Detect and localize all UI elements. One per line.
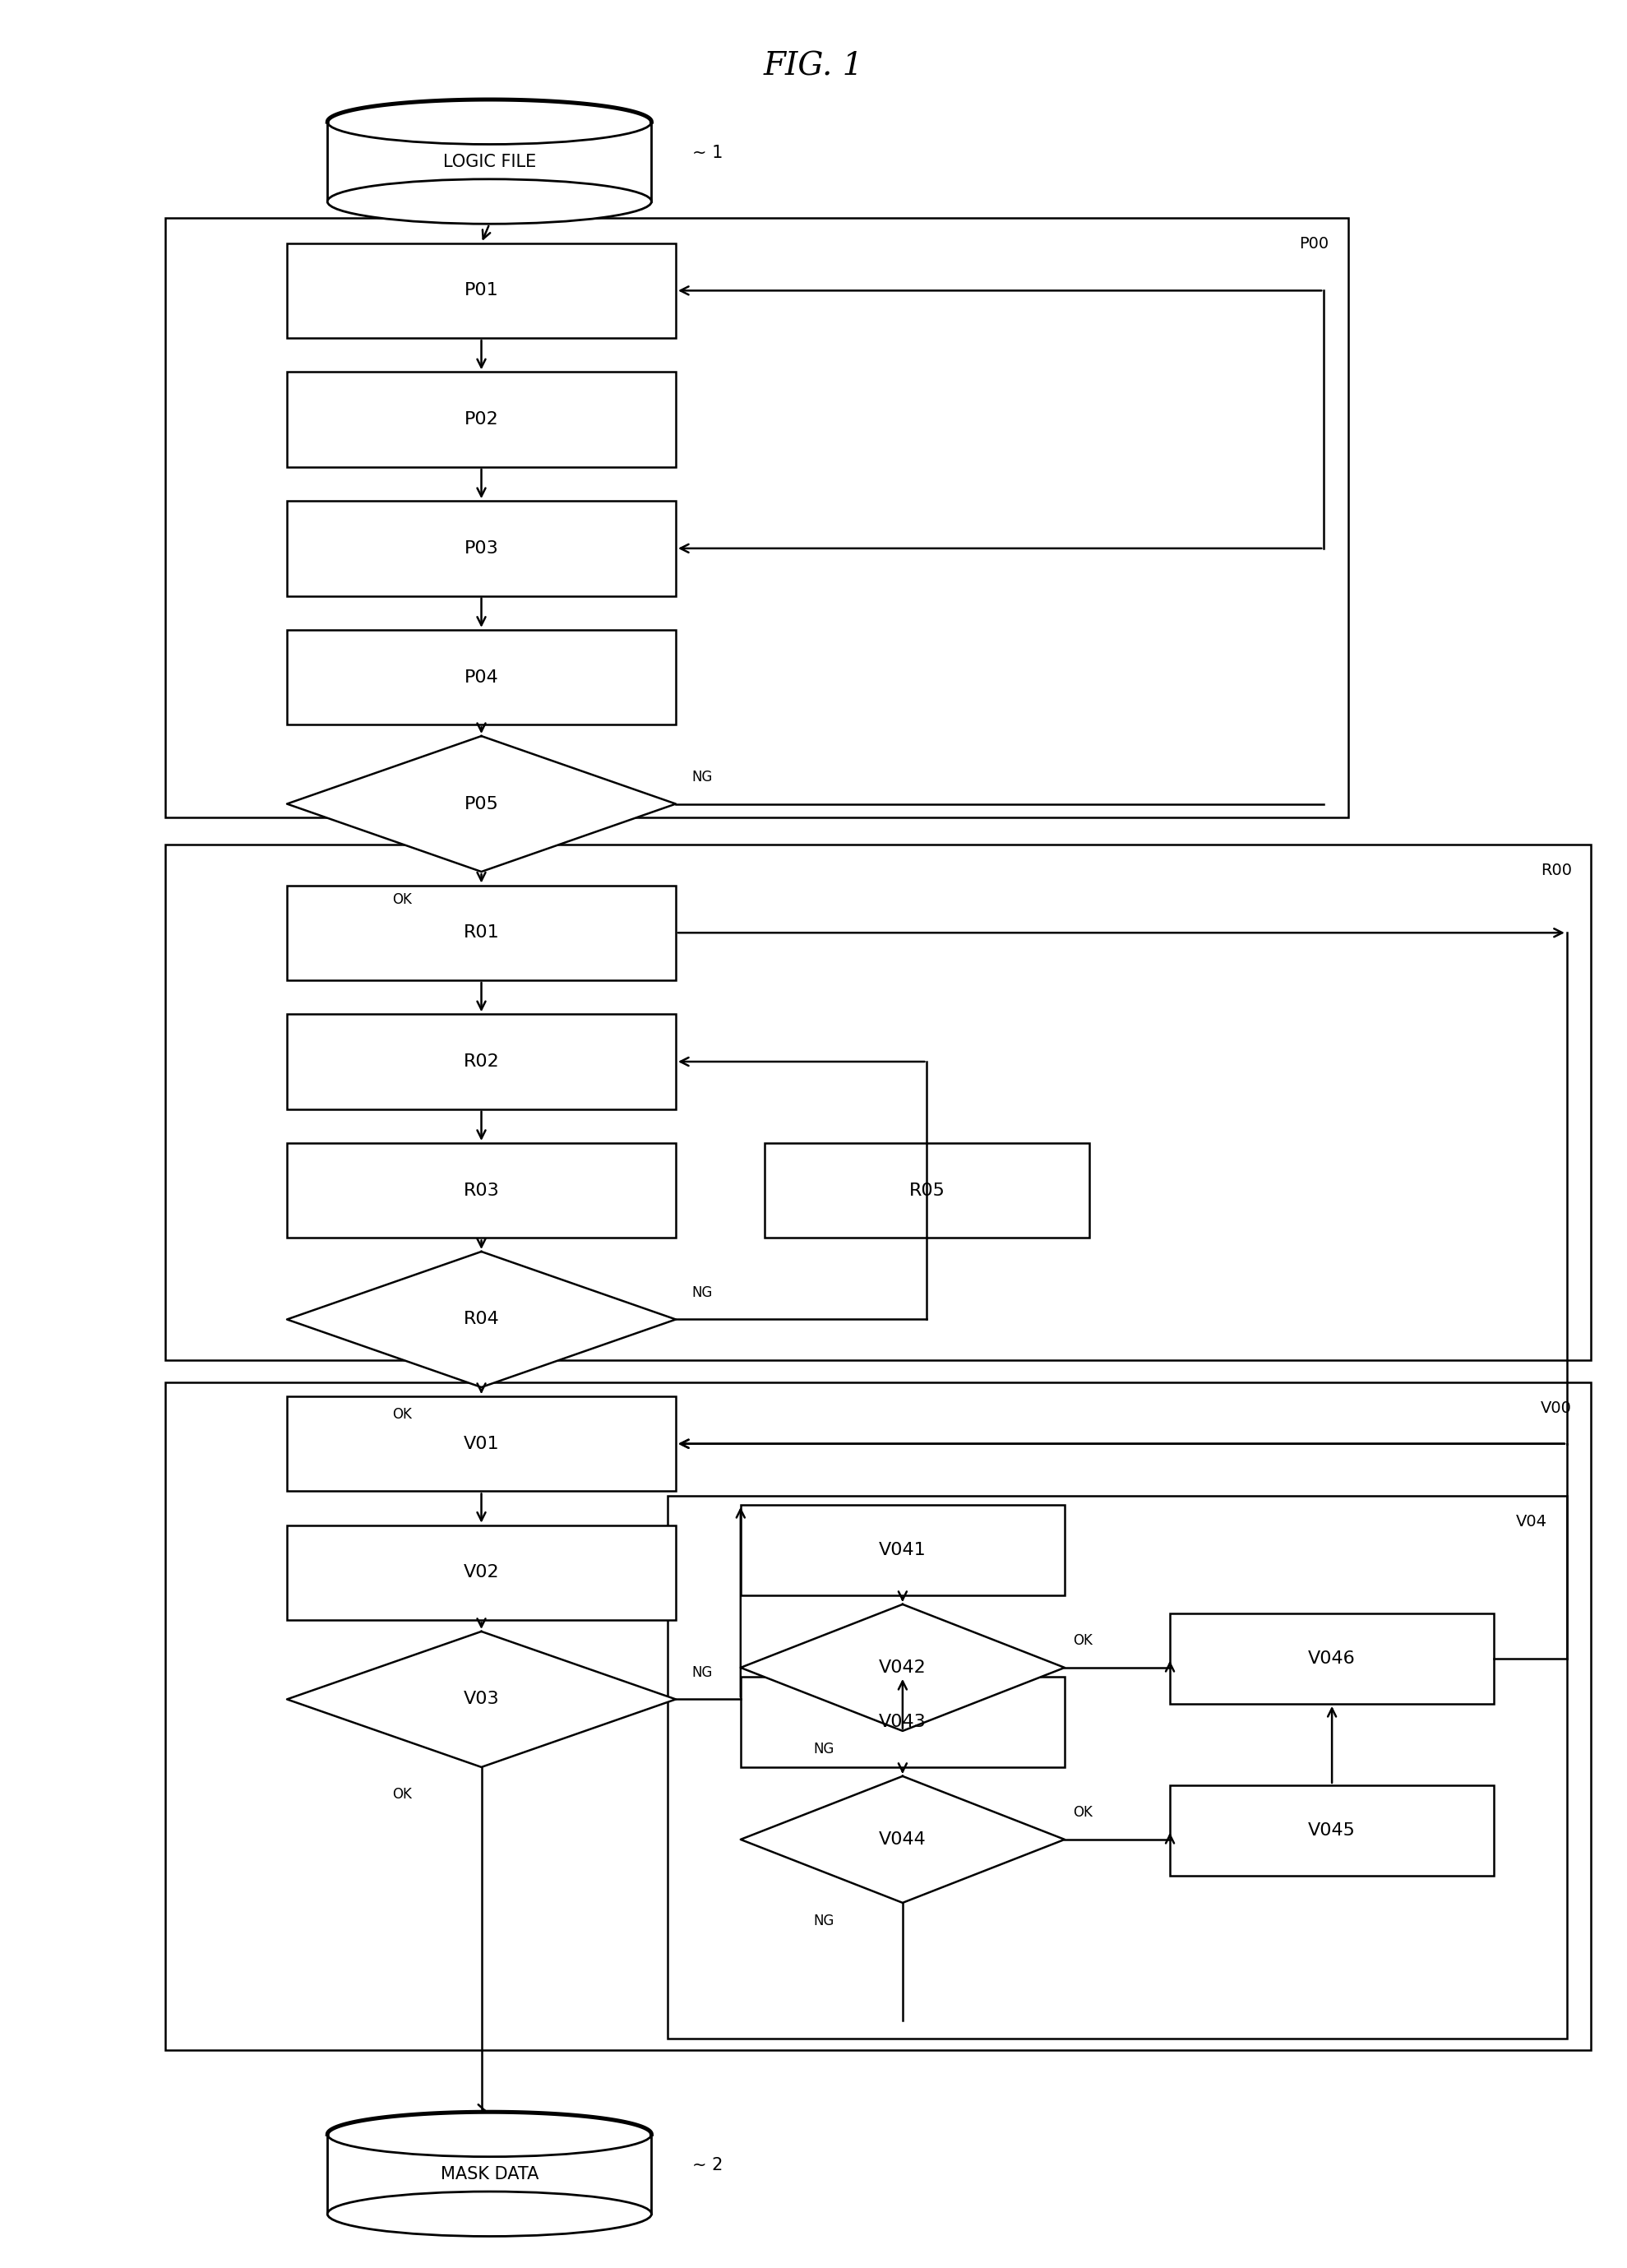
Text: NG: NG <box>691 1286 713 1300</box>
Text: OK: OK <box>392 1787 412 1803</box>
FancyBboxPatch shape <box>740 1676 1064 1767</box>
FancyBboxPatch shape <box>286 243 675 338</box>
Text: OK: OK <box>1072 1805 1092 1821</box>
Text: V042: V042 <box>879 1660 926 1676</box>
Text: R02: R02 <box>464 1052 499 1070</box>
Text: LOGIC FILE: LOGIC FILE <box>443 154 535 170</box>
Polygon shape <box>740 1776 1064 1903</box>
Text: R04: R04 <box>464 1311 499 1327</box>
Text: P02: P02 <box>464 411 498 429</box>
Polygon shape <box>286 737 675 871</box>
Text: R03: R03 <box>464 1182 499 1200</box>
Text: V00: V00 <box>1541 1402 1572 1418</box>
FancyBboxPatch shape <box>166 218 1349 816</box>
Text: P03: P03 <box>464 540 498 556</box>
Text: V046: V046 <box>1308 1651 1355 1667</box>
Text: V03: V03 <box>464 1692 499 1708</box>
FancyBboxPatch shape <box>1170 1785 1494 1876</box>
Text: P00: P00 <box>1298 236 1329 252</box>
Polygon shape <box>740 1603 1064 1730</box>
Text: ~ 1: ~ 1 <box>691 145 722 161</box>
FancyBboxPatch shape <box>166 1383 1591 2050</box>
Text: R00: R00 <box>1541 862 1572 878</box>
FancyBboxPatch shape <box>286 501 675 596</box>
FancyBboxPatch shape <box>166 844 1591 1361</box>
FancyBboxPatch shape <box>286 631 675 726</box>
Ellipse shape <box>327 100 651 145</box>
Text: V04: V04 <box>1516 1513 1547 1529</box>
FancyBboxPatch shape <box>1170 1613 1494 1703</box>
Text: V01: V01 <box>464 1436 499 1452</box>
Text: NG: NG <box>814 1742 835 1758</box>
Text: NG: NG <box>814 1914 835 1928</box>
Text: R01: R01 <box>464 925 499 941</box>
Text: V044: V044 <box>879 1830 926 1848</box>
FancyBboxPatch shape <box>327 2134 651 2214</box>
Text: NG: NG <box>691 769 713 785</box>
Text: V041: V041 <box>879 1542 926 1558</box>
FancyBboxPatch shape <box>765 1143 1088 1238</box>
Text: R05: R05 <box>909 1182 945 1200</box>
Text: MASK DATA: MASK DATA <box>441 2166 539 2182</box>
FancyBboxPatch shape <box>286 1143 675 1238</box>
Text: OK: OK <box>392 891 412 907</box>
Ellipse shape <box>327 2112 651 2157</box>
Text: NG: NG <box>691 1665 713 1681</box>
Text: FIG. 1: FIG. 1 <box>763 52 864 82</box>
Text: P05: P05 <box>464 796 498 812</box>
Polygon shape <box>286 1252 675 1388</box>
FancyBboxPatch shape <box>286 1397 675 1492</box>
Text: ~ 2: ~ 2 <box>691 2157 722 2173</box>
Text: P04: P04 <box>464 669 498 685</box>
Text: OK: OK <box>392 1408 412 1422</box>
FancyBboxPatch shape <box>286 1524 675 1619</box>
Text: V043: V043 <box>879 1715 926 1730</box>
Text: V02: V02 <box>464 1565 499 1581</box>
FancyBboxPatch shape <box>740 1506 1064 1594</box>
Text: P01: P01 <box>464 284 498 299</box>
Ellipse shape <box>327 2191 651 2236</box>
FancyBboxPatch shape <box>286 1014 675 1109</box>
FancyBboxPatch shape <box>286 885 675 980</box>
Ellipse shape <box>327 179 651 225</box>
Text: OK: OK <box>1072 1633 1092 1649</box>
FancyBboxPatch shape <box>327 122 651 202</box>
Text: V045: V045 <box>1308 1821 1355 1839</box>
Polygon shape <box>286 1631 675 1767</box>
FancyBboxPatch shape <box>667 1497 1567 2039</box>
FancyBboxPatch shape <box>286 372 675 467</box>
